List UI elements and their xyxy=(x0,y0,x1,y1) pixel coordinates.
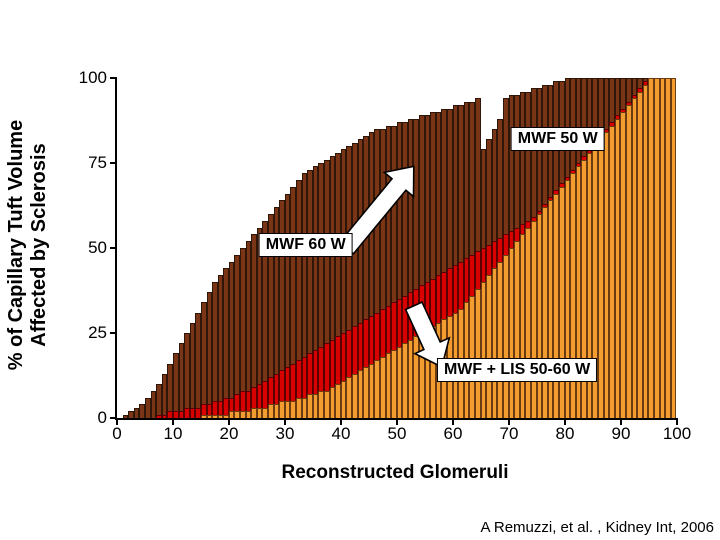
annotation-mwf60w: MWF 60 W xyxy=(259,233,353,257)
y-tick-label: 100 xyxy=(67,68,107,88)
x-tick-label: 50 xyxy=(388,424,407,444)
y-tick-mark xyxy=(110,247,117,249)
x-tick-label: 20 xyxy=(220,424,239,444)
y-tick-label: 0 xyxy=(67,408,107,428)
x-tick-mark xyxy=(116,418,118,425)
x-tick-mark xyxy=(564,418,566,425)
x-tick-label: 70 xyxy=(500,424,519,444)
bar xyxy=(671,78,677,418)
x-tick-label: 80 xyxy=(556,424,575,444)
y-tick-label: 25 xyxy=(67,323,107,343)
chart-container: % of Capillary Tuft Volume Affected by S… xyxy=(0,0,720,540)
x-tick-label: 100 xyxy=(663,424,691,444)
y-tick-label: 50 xyxy=(67,238,107,258)
x-tick-mark xyxy=(676,418,678,425)
x-tick-mark xyxy=(228,418,230,425)
x-tick-label: 40 xyxy=(332,424,351,444)
y-axis-label: % of Capillary Tuft Volume Affected by S… xyxy=(5,120,51,370)
annotation-mwf50w: MWF 50 W xyxy=(511,127,605,151)
x-tick-mark xyxy=(396,418,398,425)
bar-segment xyxy=(671,78,677,418)
x-tick-mark xyxy=(508,418,510,425)
x-tick-mark xyxy=(284,418,286,425)
y-tick-label: 75 xyxy=(67,153,107,173)
x-tick-mark xyxy=(340,418,342,425)
y-tick-mark xyxy=(110,162,117,164)
annotation-mwflis: MWF + LIS 50-60 W xyxy=(437,358,597,382)
x-tick-mark xyxy=(452,418,454,425)
x-axis-label: Reconstructed Glomeruli xyxy=(282,462,509,484)
x-tick-mark xyxy=(620,418,622,425)
x-tick-label: 10 xyxy=(164,424,183,444)
citation-text: A Remuzzi, et al. , Kidney Int, 2006 xyxy=(481,519,714,536)
plot-area: 0255075100 0102030405060708090100 MWF 60… xyxy=(115,78,677,420)
x-tick-label: 60 xyxy=(444,424,463,444)
y-tick-mark xyxy=(110,77,117,79)
x-tick-mark xyxy=(172,418,174,425)
x-tick-label: 0 xyxy=(112,424,121,444)
y-tick-mark xyxy=(110,332,117,334)
x-tick-label: 30 xyxy=(276,424,295,444)
x-tick-label: 90 xyxy=(612,424,631,444)
